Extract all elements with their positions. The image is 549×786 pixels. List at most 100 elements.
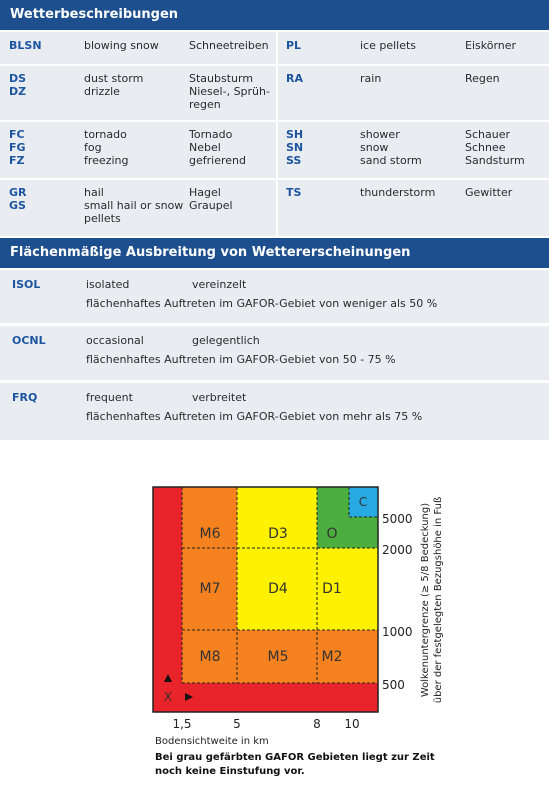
arrow-up [164, 674, 172, 682]
german-term: Schneetreiben [189, 39, 269, 52]
english-term: dust storm [84, 72, 144, 85]
table-cell [0, 270, 549, 323]
english-term: snow [360, 141, 389, 154]
weather-code: BLSN [9, 39, 42, 52]
german-term: Schauer [465, 128, 511, 141]
weather-code: PL [286, 39, 302, 52]
german-term: Hagel [189, 186, 221, 199]
english-term: small hail or snow pellets [84, 199, 184, 225]
german-term: Gewitter [465, 186, 513, 199]
weather-code: SH [286, 128, 304, 141]
german-term: Schnee [465, 141, 506, 154]
y-tick-label: 2000 [382, 543, 413, 557]
description: flächenhaftes Auftreten im GAFOR-Gebiet … [86, 410, 423, 423]
y-axis-title: Wolkenuntergrenze (≥ 5/8 Bedeckung) [420, 503, 431, 697]
english-term: fog [84, 141, 102, 154]
weather-code: DS [9, 72, 27, 85]
grid [181, 487, 378, 684]
weather-code: FG [9, 141, 26, 154]
category-label: O [326, 526, 337, 542]
category-label: C [359, 495, 367, 509]
german-term: Graupel [189, 199, 233, 212]
german-term: Niesel-, Sprüh- regen [189, 85, 270, 111]
category-label: M2 [322, 649, 343, 665]
note: noch keine Einstufung vor. [155, 766, 305, 777]
description: flächenhaftes Auftreten im GAFOR-Gebiet … [86, 297, 438, 310]
weather-code: SN [286, 141, 304, 154]
green-area [317, 487, 378, 548]
table-cell [0, 383, 549, 440]
arrow-right [185, 693, 193, 701]
english-term: thunderstorm [360, 186, 436, 199]
german-term: Eiskörner [465, 39, 517, 52]
category-label: M6 [200, 526, 221, 542]
y-tick-label: 500 [382, 678, 405, 692]
section-header: Wetterbeschreibungen [0, 0, 549, 30]
german-term: Nebel [189, 141, 221, 154]
english-term: shower [360, 128, 400, 141]
table-cell [0, 66, 276, 120]
table-cell [278, 32, 549, 64]
coverage-code: ISOL [12, 278, 41, 291]
weather-code: DZ [9, 85, 27, 98]
english-term: rain [360, 72, 382, 85]
english-term: sand storm [360, 154, 422, 167]
table-cell [0, 32, 276, 64]
english-term: frequent [86, 391, 133, 404]
weather-code: RA [286, 72, 303, 85]
y-axis-title: über der festgelegten Bezugshöhe in Fuß [433, 497, 444, 704]
english-term: hail [84, 186, 104, 199]
weather-code: SS [286, 154, 302, 167]
weather-code: FZ [9, 154, 25, 167]
frame [152, 486, 379, 713]
section-header: Flächenmäßige Ausbreitung von Wetterersc… [0, 238, 549, 268]
x-tick-label: 1,5 [172, 717, 191, 731]
red-area [153, 487, 378, 712]
german-term: Tornado [189, 128, 233, 141]
german-term: vereinzelt [192, 278, 247, 291]
weather-code: GS [9, 199, 26, 212]
german-term: Regen [465, 72, 500, 85]
german-term: gefrierend [189, 154, 246, 167]
english-term: drizzle [84, 85, 120, 98]
german-term: gelegentlich [192, 334, 260, 347]
english-term: freezing [84, 154, 129, 167]
table-cell [0, 122, 276, 178]
category-label: M8 [200, 649, 221, 665]
x-tick-label: 10 [344, 717, 359, 731]
german-term: verbreitet [192, 391, 247, 404]
x-tick-label: 8 [313, 717, 321, 731]
y-tick-label: 1000 [382, 625, 413, 639]
blue-area [349, 487, 378, 517]
table-cell [278, 66, 549, 120]
weather-code: TS [286, 186, 302, 199]
yellow-area [317, 548, 378, 630]
german-term: Staubsturm [189, 72, 254, 85]
english-term: occasional [86, 334, 144, 347]
category-label: M7 [200, 581, 221, 597]
table-cell [0, 180, 276, 236]
coverage-code: FRQ [12, 391, 38, 404]
table-cell [0, 326, 549, 380]
category-label: D1 [322, 581, 342, 597]
x-axis-title: Bodensichtweite in km [155, 736, 269, 747]
weather-code: FC [9, 128, 25, 141]
english-term: isolated [86, 278, 130, 291]
category-label: M5 [268, 649, 289, 665]
yellow-area [237, 487, 317, 630]
orange-area [182, 487, 378, 683]
description: flächenhaftes Auftreten im GAFOR-Gebiet … [86, 353, 396, 366]
note: Bei grau gefärbten GAFOR Gebieten liegt … [155, 752, 435, 763]
category-label: D3 [268, 526, 288, 542]
english-term: blowing snow [84, 39, 159, 52]
weather-code: GR [9, 186, 27, 199]
category-label: X [164, 690, 172, 704]
category-label: D4 [268, 581, 288, 597]
english-term: ice pellets [360, 39, 417, 52]
english-term: tornado [84, 128, 127, 141]
coverage-code: OCNL [12, 334, 46, 347]
x-tick-label: 5 [233, 717, 241, 731]
german-term: Sandsturm [465, 154, 525, 167]
table-cell [278, 180, 549, 236]
